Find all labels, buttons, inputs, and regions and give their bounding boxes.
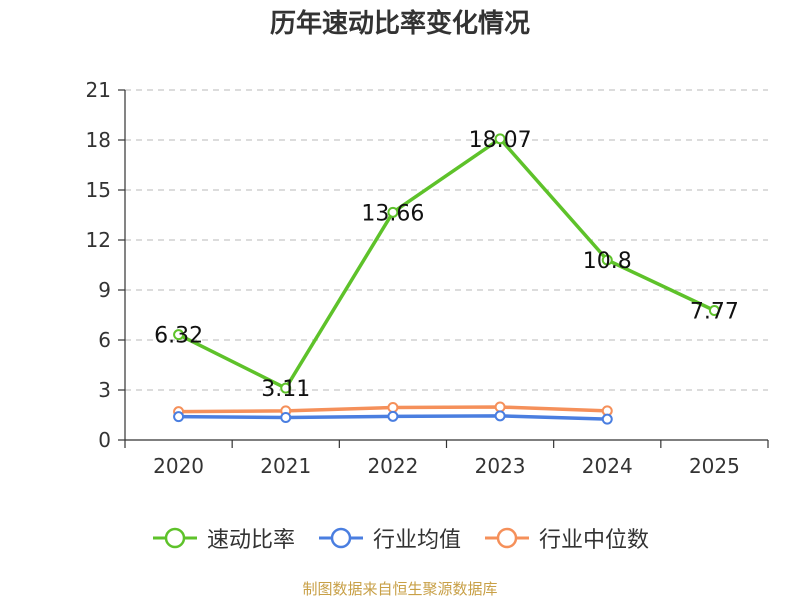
data-point [494, 410, 506, 422]
y-tick-label: 9 [98, 278, 111, 302]
legend-item-industry-median[interactable]: 行业中位数 [483, 522, 649, 554]
data-point [280, 382, 292, 394]
data-label: 3.11 [261, 377, 310, 402]
y-tick-label: 15 [86, 178, 111, 202]
series-line-0 [177, 137, 716, 390]
legend-item-industry-mean[interactable]: 行业均值 [317, 522, 461, 554]
series-lines [173, 133, 720, 425]
data-point [494, 401, 506, 413]
data-point [173, 411, 185, 423]
data-point [387, 206, 399, 218]
data-point [173, 329, 185, 341]
data-label: 10.8 [583, 249, 632, 274]
x-tick-label: 2025 [689, 454, 740, 478]
data-point [387, 410, 399, 422]
data-point [494, 133, 506, 145]
data-label: 7.77 [690, 300, 739, 325]
y-tick-label: 21 [86, 78, 111, 102]
x-tick-label: 2023 [475, 454, 526, 478]
legend-label-quick-ratio: 速动比率 [206, 528, 295, 553]
legend-marker-quick-ratio [152, 527, 197, 549]
y-tick-label: 0 [98, 428, 111, 452]
data-point [387, 402, 399, 413]
y-tick-label: 6 [98, 328, 111, 352]
legend-label-industry-mean: 行业均值 [372, 528, 461, 553]
y-tick-label: 18 [86, 128, 111, 152]
grid-lines [125, 89, 768, 391]
source-note: 制图数据来自恒生聚源数据库 [302, 580, 498, 598]
data-point [280, 412, 292, 423]
legend: 速动比率 行业均值 行业中位数 [0, 518, 800, 558]
axes: 0 3 6 9 12 15 18 21 2020 2021 2022 2023 2024 2025 [86, 78, 769, 478]
x-tick-label: 2021 [260, 454, 311, 478]
data-label: 13.66 [361, 201, 424, 226]
legend-marker-industry-median [485, 527, 529, 549]
y-tick-label: 12 [86, 228, 111, 252]
data-labels: 6.32 3.11 13.66 18.07 10.8 7.77 [154, 128, 739, 402]
y-tick-label: 3 [98, 378, 111, 402]
data-label: 6.32 [154, 324, 203, 349]
chart-plot: 0 3 6 9 12 15 18 21 2020 2021 2022 2023 2024 2025 6.3… [86, 78, 769, 478]
legend-label-industry-median: 行业中位数 [539, 528, 650, 553]
legend-marker-industry-mean [318, 527, 363, 549]
legend-item-quick-ratio[interactable]: 速动比率 [151, 522, 295, 554]
chart-title: 历年速动比率变化情况 [269, 9, 530, 39]
x-tick-label: 2022 [367, 454, 418, 478]
x-tick-label: 2020 [153, 454, 204, 478]
data-point [708, 305, 720, 316]
data-label: 18.07 [469, 128, 532, 153]
data-point [601, 413, 613, 425]
x-tick-label: 2024 [582, 454, 633, 478]
data-point [601, 254, 613, 266]
